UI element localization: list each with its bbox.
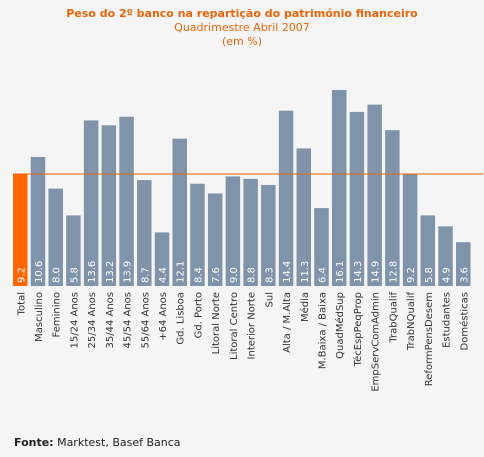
- bar-10: [190, 183, 205, 286]
- category-label-5: 35/44 Anos: [105, 292, 116, 349]
- bar-16: [296, 148, 312, 286]
- bar-14: [261, 184, 276, 286]
- value-label-4: 13.6: [87, 261, 98, 283]
- category-label-6: 45/54 Anos: [123, 292, 134, 349]
- value-label-18: 16.1: [335, 261, 346, 283]
- value-label-10: 8.4: [193, 267, 204, 283]
- bar-12: [225, 176, 241, 286]
- bar-21: [385, 130, 400, 286]
- value-label-13: 8.8: [247, 267, 258, 283]
- bar-8: [154, 232, 170, 286]
- value-label-12: 9.0: [229, 267, 240, 283]
- bar-24: [438, 226, 453, 286]
- category-label-4: 25/34 Anos: [87, 292, 98, 349]
- value-label-3: 5.8: [69, 267, 80, 283]
- value-label-14: 8.3: [264, 267, 275, 283]
- category-label-12: Litoral Centro: [229, 292, 240, 360]
- value-label-22: 9.2: [406, 267, 417, 283]
- value-label-1: 10.6: [34, 261, 45, 283]
- bar-4: [83, 120, 99, 287]
- category-label-16: Média: [299, 292, 311, 322]
- bar-20: [367, 104, 382, 286]
- category-label-22: TrabNQualif: [406, 292, 417, 352]
- category-label-18: QuadMédSup: [334, 292, 346, 359]
- bar-0: [13, 174, 28, 286]
- source-note: Fonte: Marktest, Basef Banca: [14, 436, 181, 449]
- category-label-24: Estudantes: [442, 292, 453, 348]
- value-label-20: 14.9: [371, 261, 382, 283]
- value-label-7: 8.7: [140, 267, 151, 283]
- bar-18: [331, 90, 347, 286]
- bar-1: [30, 156, 46, 286]
- bar-3: [66, 215, 81, 286]
- bar-25: [456, 242, 471, 286]
- chart-subtitle: Quadrimestre Abril 2007: [174, 21, 310, 34]
- value-label-21: 12.8: [388, 261, 399, 283]
- value-label-2: 8.0: [52, 267, 63, 283]
- value-label-8: 4.4: [158, 267, 169, 283]
- bar-19: [349, 111, 365, 286]
- category-label-9: Gd. Lisboa: [176, 292, 187, 345]
- chart-title: Peso do 2º banco na repartição do patrim…: [66, 7, 418, 20]
- category-label-15: Alta / M.Alta: [282, 292, 293, 353]
- source-text: Marktest, Basef Banca: [53, 436, 181, 449]
- category-label-19: TécEspPeqProp: [352, 292, 364, 367]
- category-label-7: 55/64 Anos: [140, 292, 151, 349]
- bar-15: [278, 110, 294, 286]
- value-label-24: 4.9: [442, 267, 453, 283]
- value-label-11: 7.6: [211, 267, 222, 283]
- category-label-21: TrabQualif: [388, 292, 399, 344]
- category-label-13: Interior Norte: [247, 292, 258, 359]
- value-label-17: 6.4: [317, 267, 328, 283]
- bar-7: [137, 180, 152, 286]
- value-label-15: 14.4: [282, 261, 293, 283]
- category-label-25: Domésticas: [458, 292, 470, 350]
- value-label-25: 3.6: [459, 267, 470, 283]
- category-label-3: 15/24 Anos: [69, 292, 80, 349]
- value-label-5: 13.2: [105, 261, 116, 283]
- bar-17: [314, 208, 329, 286]
- bar-6: [119, 116, 134, 286]
- bar-23: [420, 215, 436, 286]
- category-label-11: Litoral Norte: [211, 292, 222, 354]
- value-label-19: 14.3: [353, 261, 364, 283]
- category-label-23: ReformPensDesem: [424, 292, 435, 386]
- category-label-10: Gd. Porto: [193, 292, 204, 338]
- value-label-16: 11.3: [300, 261, 311, 283]
- bar-2: [48, 188, 63, 286]
- chart-unit-note: (em %): [221, 35, 262, 48]
- bar-11: [207, 193, 223, 286]
- bar-13: [243, 178, 258, 286]
- value-label-6: 13.9: [123, 261, 134, 283]
- category-label-1: Masculino: [34, 292, 45, 342]
- category-label-2: Feminino: [52, 292, 63, 337]
- category-label-14: Sul: [264, 292, 275, 307]
- bar-9: [172, 138, 187, 286]
- category-label-8: +64 Anos: [158, 292, 169, 341]
- category-label-20: EmpServComAdmin: [371, 292, 382, 392]
- source-label: Fonte:: [14, 436, 54, 449]
- value-label-9: 12.1: [176, 261, 187, 283]
- bar-5: [101, 125, 117, 286]
- category-label-17: M.Baixa / Baixa: [317, 292, 328, 369]
- value-label-23: 5.8: [424, 267, 435, 283]
- category-label-0: Total: [16, 292, 27, 316]
- bar-22: [402, 174, 418, 286]
- value-label-0: 9.2: [16, 267, 27, 283]
